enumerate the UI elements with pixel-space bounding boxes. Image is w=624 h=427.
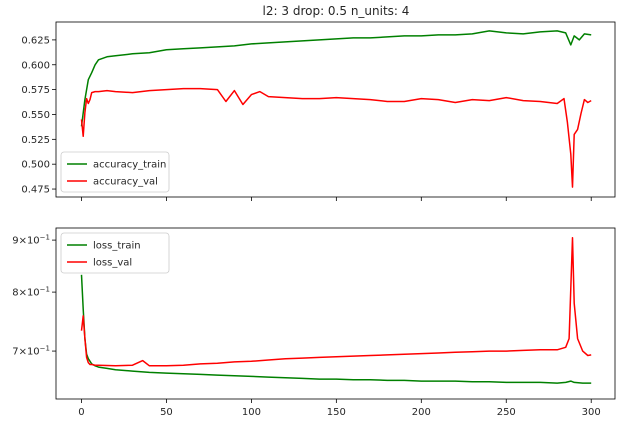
- series-line-accuracy_val: [80, 87, 592, 188]
- x-tick-label: 150: [327, 407, 346, 418]
- series-line-accuracy_train: [80, 30, 592, 127]
- accuracy-panel: 0.475 0.500 0.525 0.550 0.575 0.600 0.625 accur…: [21, 21, 616, 201]
- y-tick-label: 0.625: [21, 35, 50, 46]
- y-tick-label: 8×10−1: [12, 286, 50, 299]
- y-tick-label: 9×10−1: [12, 234, 50, 247]
- legend-label: loss_val: [93, 258, 132, 269]
- x-tick-label: 50: [160, 407, 173, 418]
- y-tick-label: 0.475: [21, 185, 50, 196]
- y-tick-label: 0.500: [21, 160, 50, 171]
- series-line-loss_train: [80, 274, 592, 384]
- y-tick-label: 0.575: [21, 85, 50, 96]
- x-tick-label: 0: [78, 407, 84, 418]
- x-tick-label: 200: [412, 407, 431, 418]
- legend-label: loss_train: [93, 241, 141, 252]
- y-tick-label: 7×10−1: [12, 345, 50, 358]
- y-tick-label: 0.550: [21, 110, 50, 121]
- x-tick-label: 250: [497, 407, 516, 418]
- x-tick-label: 100: [242, 407, 261, 418]
- y-tick-label: 0.525: [21, 135, 50, 146]
- legend: accuracy_train accuracy_val: [60, 151, 170, 193]
- series-line-loss_val: [80, 236, 592, 367]
- legend-box: [60, 151, 170, 193]
- axes-frame: [55, 21, 616, 198]
- axes-frame: [55, 227, 616, 400]
- legend-label: accuracy_train: [93, 160, 166, 171]
- loss-panel: 7×10−1 8×10−1 9×10−1 0 50 100 150 200 250 300 loss…: [12, 227, 616, 418]
- legend-box: [60, 232, 170, 274]
- legend: loss_train loss_val: [60, 232, 170, 274]
- y-tick-label: 0.600: [21, 60, 50, 71]
- legend-label: accuracy_val: [93, 177, 158, 188]
- x-tick-label: 300: [582, 407, 601, 418]
- figure-title: l2: 3 drop: 0.5 n_units: 4: [263, 4, 410, 18]
